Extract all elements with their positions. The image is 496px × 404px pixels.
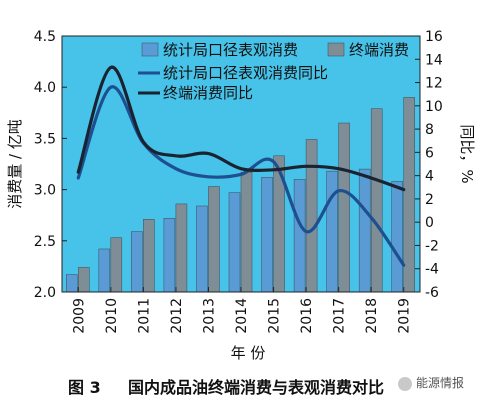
watermark-text: 能源情报	[416, 376, 465, 390]
legend-swatch-apparent	[141, 42, 159, 57]
bar-apparent	[66, 274, 78, 293]
line-terminal-yoy	[76, 65, 406, 192]
x-tick-label: 2017	[332, 298, 348, 334]
legend-label-terminal-yoy: 终端消费同比	[163, 84, 253, 102]
x-tick-label: 2018	[364, 298, 380, 334]
legend-label-apparent-yoy: 统计局口径表观消费同比	[163, 64, 328, 82]
right-tick-label: 2	[425, 192, 434, 208]
left-tick-label: 2.5	[34, 234, 56, 250]
legend-label-apparent: 统计局口径表观消费	[163, 41, 298, 59]
x-tick-label: 2011	[136, 298, 152, 334]
bars	[66, 97, 415, 293]
x-tick-label: 2013	[201, 298, 217, 334]
figure-caption: 图 3 国内成品油终端消费与表观消费对比	[0, 372, 496, 398]
x-axis: 2009 2010 2011 2012 2013 2014 2015 2016 2017 2018…	[71, 287, 413, 334]
right-tick-label: 14	[425, 52, 443, 68]
bar-terminal	[305, 139, 318, 293]
bar-terminal	[403, 97, 415, 293]
x-tick-label: 2016	[299, 298, 315, 334]
bar-terminal	[78, 267, 90, 293]
bar-apparent	[196, 205, 208, 293]
bar-apparent	[131, 231, 143, 293]
right-tick-label: 4	[425, 169, 434, 185]
watermark: 能源情报	[398, 374, 464, 391]
figure-title: 国内成品油终端消费与表观消费对比	[128, 378, 385, 397]
x-tick-label: 2019	[397, 298, 413, 334]
bar-apparent	[163, 218, 176, 293]
chart: 2.0 2.5 3.0 3.5 4.0 4.5 -6 -4 -2 0 2 4 6 8 10 12 14 16 2…	[6, 29, 476, 362]
bar-terminal	[143, 219, 155, 293]
right-tick-label: 10	[425, 99, 443, 115]
left-tick-label: 3.0	[34, 183, 56, 199]
bar-apparent	[391, 181, 403, 293]
right-tick-label: -4	[425, 262, 439, 278]
bar-terminal	[240, 171, 253, 293]
bar-apparent	[228, 192, 241, 293]
bar-apparent	[261, 177, 273, 293]
left-axis: 2.0 2.5 3.0 3.5 4.0 4.5	[34, 29, 67, 301]
legend-label-terminal: 终端消费	[349, 41, 409, 59]
bar-terminal	[175, 203, 188, 293]
right-tick-label: 16	[425, 29, 443, 45]
right-tick-label: -2	[425, 238, 439, 254]
right-axis: -6 -4 -2 0 2 4 6 8 10 12 14 16	[415, 29, 443, 301]
bar-apparent	[293, 179, 306, 293]
bar-terminal	[208, 186, 220, 293]
figure-number: 图 3	[68, 378, 101, 397]
bar-terminal	[370, 108, 383, 293]
bar-apparent	[98, 248, 111, 293]
left-tick-label: 4.0	[34, 80, 56, 96]
x-tick-label: 2010	[104, 298, 120, 334]
bar-apparent	[326, 170, 338, 293]
left-tick-label: 3.5	[34, 131, 56, 147]
x-tick-label: 2012	[169, 298, 185, 334]
left-tick-label: 2.0	[34, 285, 56, 301]
x-tick-label: 2014	[234, 298, 250, 334]
bar-apparent	[358, 168, 371, 293]
lines	[76, 65, 406, 267]
line-apparent-yoy	[76, 85, 406, 267]
right-tick-label: 8	[425, 122, 434, 138]
right-axis-label: 同比，%	[458, 124, 476, 183]
x-axis-label: 年 份	[231, 344, 266, 362]
legend-swatch-terminal	[327, 42, 345, 57]
right-tick-label: 0	[425, 215, 434, 231]
x-tick-label: 2015	[267, 298, 283, 334]
right-tick-label: 12	[425, 76, 443, 92]
bar-terminal	[338, 122, 350, 293]
right-tick-label: -6	[425, 285, 439, 301]
left-tick-label: 4.5	[34, 29, 56, 45]
x-tick-label: 2009	[71, 298, 87, 334]
bar-terminal	[110, 237, 123, 293]
wechat-icon	[398, 376, 412, 391]
right-tick-label: 6	[425, 145, 434, 161]
left-axis-label: 消费量 / 亿吨	[6, 119, 24, 209]
